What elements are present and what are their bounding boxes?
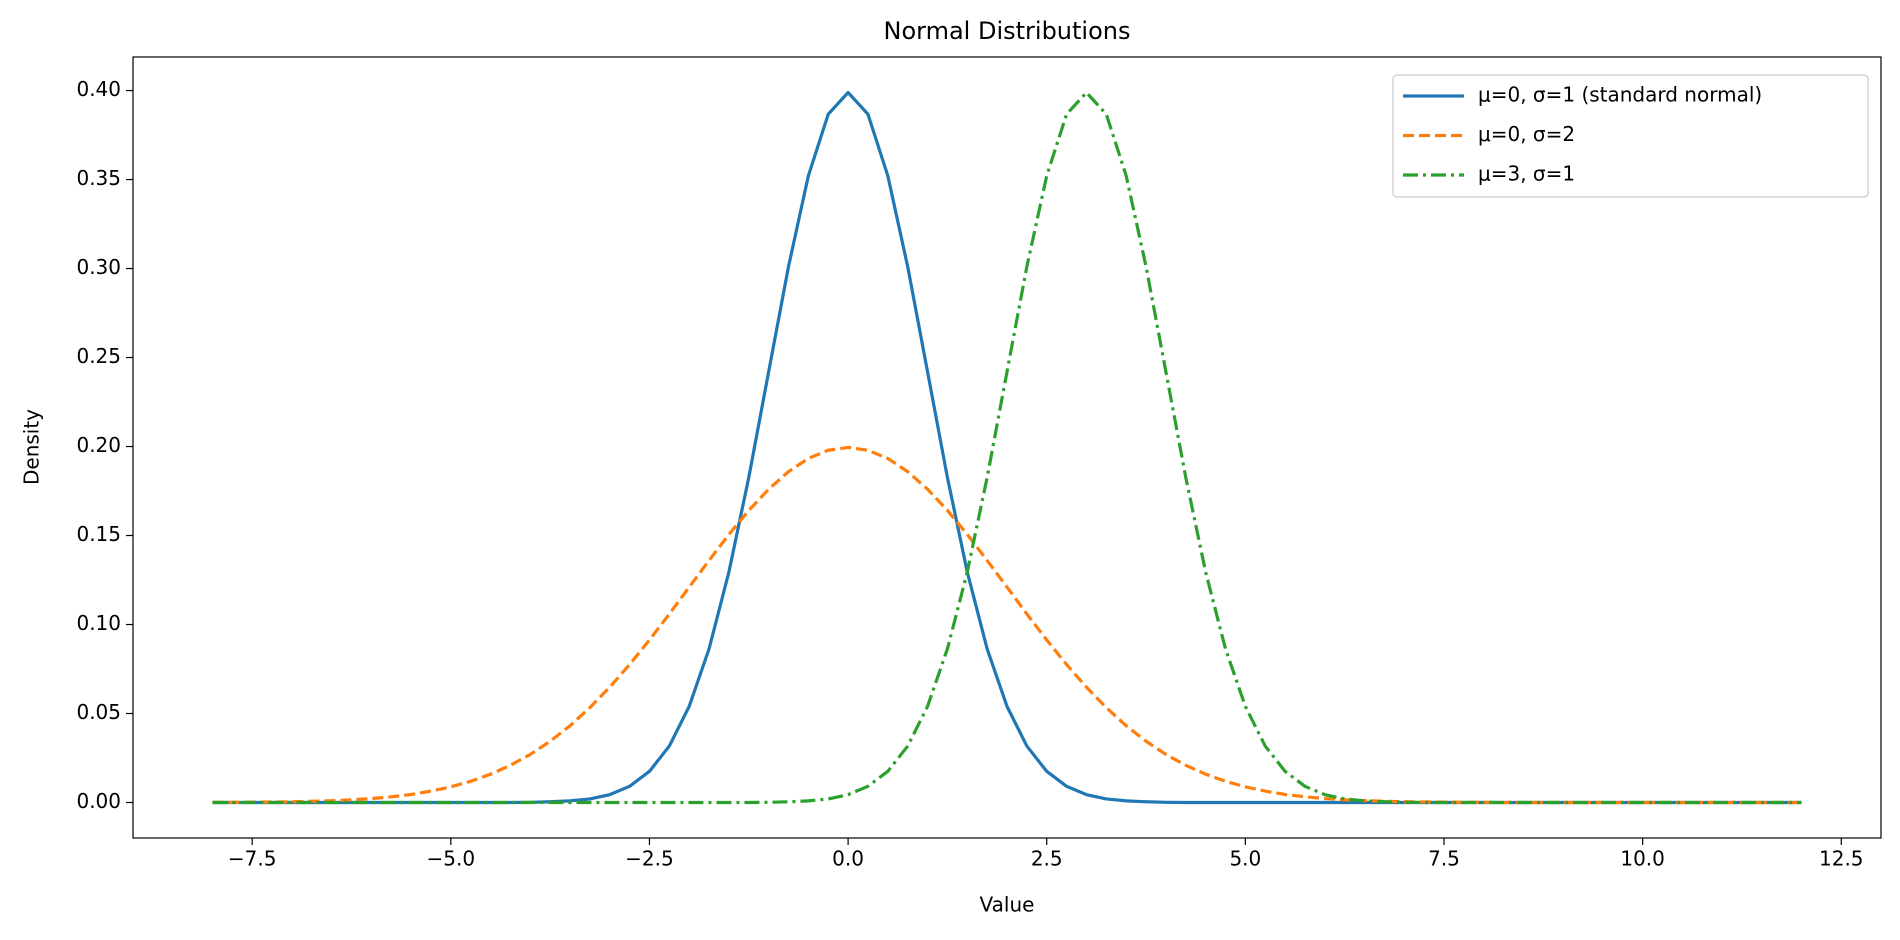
x-tick-label: 12.5 [1819, 847, 1864, 871]
x-tick-label: 2.5 [1031, 847, 1063, 871]
x-tick-label: 5.0 [1229, 847, 1261, 871]
x-tick-label: 7.5 [1428, 847, 1460, 871]
y-tick-label: 0.05 [76, 700, 121, 724]
chart-title: Normal Distributions [884, 17, 1131, 45]
y-tick-label: 0.25 [76, 344, 121, 368]
legend-box [1392, 74, 1869, 198]
plot-frame [132, 56, 1882, 839]
x-tick-label: −2.5 [625, 847, 674, 871]
y-tick-label: 0.10 [76, 611, 121, 635]
x-tick-label: −5.0 [427, 847, 476, 871]
legend-label: μ=0, σ=1 (standard normal) [1478, 83, 1762, 107]
y-tick-label: 0.40 [76, 77, 121, 101]
x-tick-label: 10.0 [1620, 847, 1665, 871]
y-tick-label: 0.30 [76, 255, 121, 279]
series-line [212, 445, 1802, 805]
x-tick-label: 0.0 [832, 847, 864, 871]
y-tick-label: 0.15 [76, 522, 121, 546]
y-tick-label: 0.00 [76, 789, 121, 813]
legend-label: μ=0, σ=2 [1478, 122, 1575, 146]
x-tick-label: −7.5 [228, 847, 277, 871]
series-line [212, 90, 1802, 805]
legend-label: μ=3, σ=1 [1478, 162, 1575, 186]
y-tick-label: 0.20 [76, 433, 121, 457]
y-tick-label: 0.35 [76, 166, 121, 190]
x-axis-label: Value [980, 893, 1035, 917]
series-line [212, 90, 1802, 805]
y-axis-label: Density [20, 409, 44, 485]
